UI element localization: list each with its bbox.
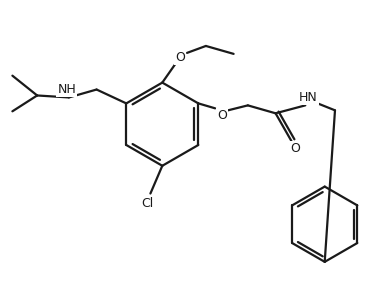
Text: O: O — [217, 109, 227, 122]
Text: O: O — [175, 51, 185, 64]
Text: NH: NH — [58, 83, 76, 96]
Text: HN: HN — [299, 91, 318, 104]
Text: O: O — [290, 142, 300, 156]
Text: Cl: Cl — [141, 197, 154, 210]
